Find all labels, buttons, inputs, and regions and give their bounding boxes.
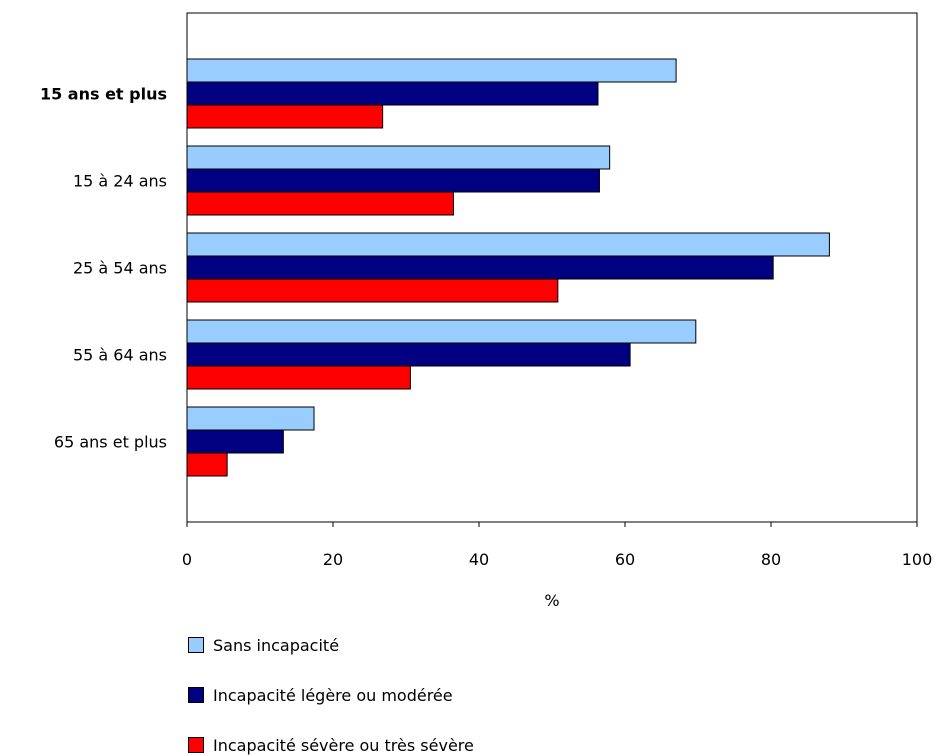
x-tick-label: 40: [469, 550, 489, 569]
bar: [186, 232, 830, 257]
bar: [186, 429, 284, 454]
legend-label: Incapacité légère ou modérée: [213, 686, 453, 705]
bar: [186, 452, 228, 477]
bar: [186, 342, 631, 367]
bar: [186, 168, 600, 193]
plot-frame: [186, 12, 918, 523]
bar: [186, 278, 559, 303]
category-label: 65 ans et plus: [54, 433, 167, 452]
bars-group: [186, 58, 830, 477]
legend-swatch: [188, 637, 204, 653]
legend-label: Sans incapacité: [213, 636, 340, 655]
bar: [186, 191, 454, 216]
x-tick-label: 20: [323, 550, 343, 569]
bar: [186, 58, 677, 83]
x-tick-label: 100: [902, 550, 933, 569]
bar: [186, 145, 611, 170]
category-label: 15 ans et plus: [40, 85, 167, 104]
x-tick-label: 80: [761, 550, 781, 569]
bar-chart: 15 ans et plus 15 à 24 ans 25 à 54 ans 55 à…: [40, 12, 932, 610]
legend-label: Incapacité sévère ou très sévère: [213, 736, 474, 755]
category-label: 15 à 24 ans: [73, 172, 167, 191]
legend-swatch: [188, 687, 204, 703]
x-tick-label: 60: [615, 550, 635, 569]
bar: [186, 81, 599, 106]
category-label: 55 à 64 ans: [73, 346, 167, 365]
x-tick-label: 0: [182, 550, 192, 569]
bar: [186, 406, 315, 431]
bar: [186, 104, 384, 129]
x-axis-ticks: 0 20 40 60 80 100: [182, 522, 932, 569]
category-label: 25 à 54 ans: [73, 259, 167, 278]
bar: [186, 255, 774, 280]
category-labels: 15 ans et plus 15 à 24 ans 25 à 54 ans 55 à…: [40, 85, 167, 452]
bar: [186, 319, 697, 344]
bar: [186, 365, 411, 390]
x-axis-label: %: [544, 591, 559, 610]
legend-swatch: [188, 737, 204, 753]
